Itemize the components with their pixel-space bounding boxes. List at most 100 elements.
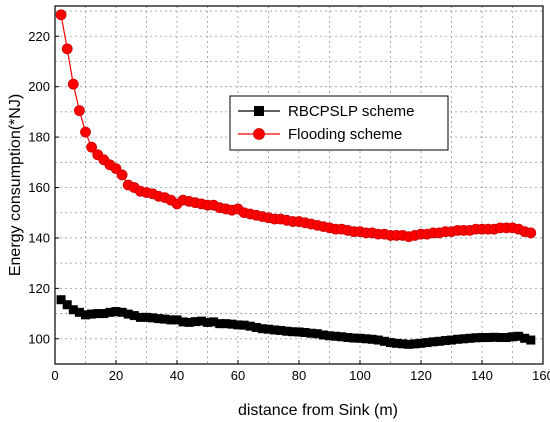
data-point: [178, 317, 188, 327]
data-point: [116, 169, 128, 181]
data-point: [392, 338, 402, 348]
data-point: [196, 316, 206, 326]
data-point: [508, 332, 517, 342]
data-point: [489, 332, 499, 342]
data-point: [349, 333, 359, 343]
data-point: [203, 317, 212, 327]
data-point: [526, 335, 536, 345]
y-tick-label: 160: [28, 180, 50, 195]
data-point: [312, 329, 322, 339]
data-point: [306, 328, 316, 338]
data-point: [67, 78, 79, 90]
x-tick-label: 120: [410, 368, 432, 383]
data-point: [215, 319, 225, 329]
data-point: [318, 330, 328, 340]
data-point: [245, 321, 255, 331]
data-point: [61, 43, 73, 55]
data-point: [190, 317, 200, 327]
x-tick-label: 60: [231, 368, 245, 383]
data-point: [501, 333, 511, 343]
data-point: [68, 305, 78, 315]
data-point: [135, 312, 145, 322]
data-point: [166, 315, 176, 325]
data-point: [233, 320, 243, 330]
data-point: [80, 126, 91, 138]
data-point: [142, 312, 151, 322]
data-point: [93, 309, 103, 319]
data-point: [209, 317, 219, 327]
data-point: [123, 309, 133, 319]
data-point: [422, 338, 432, 348]
data-point: [379, 336, 389, 346]
data-point: [514, 331, 524, 341]
data-point: [251, 322, 261, 332]
legend-box: [229, 95, 449, 151]
data-point: [74, 307, 84, 317]
data-point: [465, 333, 475, 343]
data-point: [477, 333, 487, 343]
x-tick-label: 140: [471, 368, 493, 383]
data-point: [386, 338, 395, 348]
data-point: [184, 317, 194, 327]
data-point: [434, 336, 444, 346]
data-point: [227, 319, 237, 329]
data-point: [129, 311, 139, 321]
data-point: [520, 333, 530, 343]
data-point: [440, 336, 450, 346]
data-point: [404, 339, 414, 349]
data-point: [343, 333, 353, 343]
data-point: [300, 327, 310, 337]
data-point: [264, 324, 273, 334]
series-rbcpslp: [56, 295, 536, 349]
x-axis-label: distance from Sink (m): [238, 402, 398, 419]
data-series: [55, 9, 537, 349]
legend-label-flooding: Flooding scheme: [288, 126, 402, 143]
data-point: [148, 313, 158, 323]
data-point: [270, 325, 280, 335]
y-tick-label: 180: [28, 130, 50, 145]
data-point: [428, 337, 438, 347]
data-point: [331, 331, 341, 341]
data-point: [86, 141, 97, 153]
x-tick-label: 20: [109, 368, 123, 383]
y-tick-label: 120: [28, 281, 50, 296]
data-point: [459, 334, 469, 344]
data-point: [416, 338, 426, 348]
data-point: [447, 335, 456, 345]
data-point: [62, 300, 72, 310]
data-point: [172, 315, 182, 325]
y-tick-label: 140: [28, 230, 50, 245]
data-point: [337, 332, 347, 342]
legend: RBCPSLP scheme Flooding scheme: [229, 95, 449, 151]
data-point: [99, 309, 109, 319]
x-tick-label: 160: [532, 368, 550, 383]
data-point: [525, 227, 537, 239]
data-point: [55, 9, 67, 21]
y-tick-label: 220: [28, 29, 50, 44]
data-point: [154, 314, 164, 324]
data-point: [105, 307, 115, 317]
data-point: [355, 333, 365, 343]
data-point: [288, 327, 298, 337]
y-tick-label: 200: [28, 79, 50, 94]
x-tick-label: 100: [349, 368, 371, 383]
data-point: [483, 333, 493, 343]
x-tick-label: 40: [170, 368, 184, 383]
data-point: [495, 333, 505, 343]
data-point: [361, 334, 371, 344]
data-point: [373, 335, 383, 345]
data-point: [294, 327, 304, 337]
data-point: [398, 339, 408, 349]
x-tick-label: 0: [51, 368, 58, 383]
y-axis-label: Energy consumption(*NJ): [7, 94, 24, 276]
series-flooding: [55, 9, 537, 243]
legend-marker-flooding: [253, 128, 265, 140]
data-point: [367, 334, 377, 344]
data-point: [276, 325, 286, 335]
data-point: [453, 334, 463, 344]
y-tick-label: 100: [28, 331, 50, 346]
data-point: [117, 307, 127, 317]
data-point: [74, 105, 85, 117]
data-point: [410, 339, 420, 349]
